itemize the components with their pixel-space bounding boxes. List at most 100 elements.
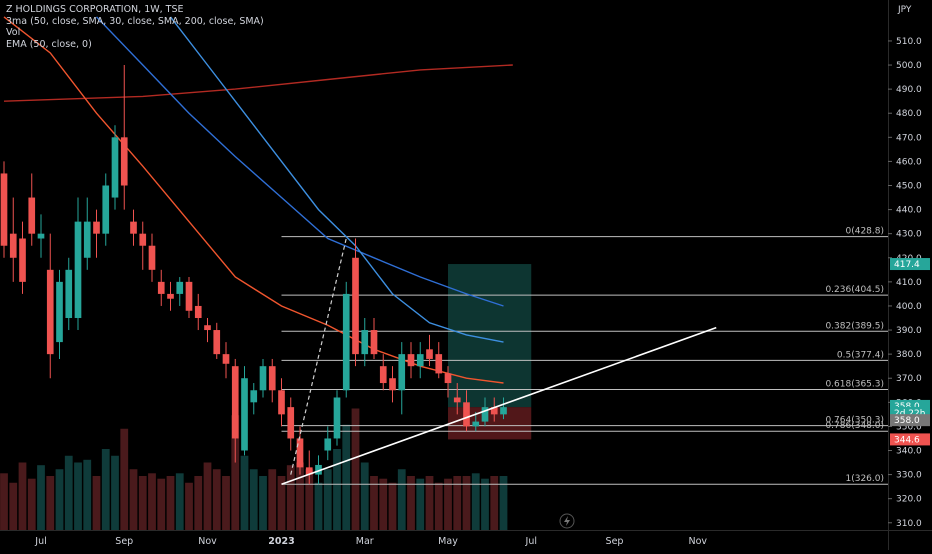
volume-bar (74, 462, 82, 530)
volume-bar (370, 476, 378, 530)
candle-body (37, 233, 45, 239)
legend-ma: 3ma (50, close, SMA, 30, close, SMA, 200… (6, 15, 264, 27)
candle-body (463, 402, 470, 427)
candle-body (74, 221, 82, 318)
candle-body (259, 366, 267, 391)
volume-bar (157, 478, 166, 530)
volume-bar (305, 469, 314, 530)
candle-body (213, 330, 221, 355)
legend-ema: EMA (50, close, 0) (6, 38, 92, 50)
candle-body (19, 238, 26, 282)
y-tick-label: 320.0 (896, 495, 922, 505)
volume-layer (0, 408, 508, 530)
y-tick-label: 470.0 (896, 133, 922, 143)
volume-bar (129, 469, 138, 530)
volume-bar (148, 473, 156, 530)
volume-bar (444, 478, 452, 530)
volume-bar (166, 476, 175, 530)
candle-body (407, 354, 415, 367)
candle-body (148, 245, 156, 270)
fibonacci-layer: 0(428.8) 0.236(404.5) 0.382(389.5) 0.5(377.… (281, 227, 888, 485)
candle-body (490, 407, 498, 415)
candle-body (268, 366, 276, 391)
y-tick-label: 370.0 (896, 374, 922, 384)
candle-body (56, 281, 63, 343)
candle-body (157, 281, 165, 294)
volume-bar (27, 478, 36, 530)
price-label-text: 358.0 (894, 416, 920, 426)
position-zone-layer (448, 264, 532, 440)
y-tick-label: 400.0 (896, 302, 922, 312)
volume-bar (138, 476, 147, 530)
x-tick-label: Sep (606, 536, 624, 547)
volume-bar (55, 469, 64, 530)
volume-bar (175, 473, 184, 530)
target-zone (448, 264, 532, 408)
drawing-layer (281, 238, 717, 485)
y-tick-label: 410.0 (896, 278, 922, 288)
candle-body (398, 354, 406, 391)
candle-body (352, 257, 359, 355)
candle-body (435, 354, 443, 374)
volume-bar (314, 482, 323, 530)
volume-bar (471, 473, 480, 530)
volume-bar (222, 476, 230, 530)
candle-body (287, 407, 295, 439)
candle-body (139, 233, 147, 246)
candle-body (315, 464, 322, 475)
volume-bar (434, 482, 443, 530)
x-tick-label: Jul (34, 536, 46, 547)
fib-anchor-line (290, 238, 347, 475)
volume-bar (185, 482, 193, 530)
candle-body (333, 397, 341, 439)
volume-bar (490, 476, 499, 530)
candle-body (222, 354, 230, 364)
candle-body (305, 467, 313, 475)
currency-label: JPY (897, 5, 912, 15)
candle-body (389, 378, 396, 391)
volume-bar (259, 476, 267, 530)
price-label-box (890, 414, 930, 427)
y-tick-label: 440.0 (896, 206, 922, 216)
candle-body (278, 390, 285, 415)
volume-bar (407, 476, 415, 530)
candle-body (46, 269, 54, 355)
volume-bar (0, 473, 8, 530)
candle-body (93, 221, 100, 234)
volume-bar (481, 478, 489, 530)
y-tick-label: 330.0 (896, 471, 922, 481)
volume-bar (425, 476, 434, 530)
volume-bar (101, 449, 110, 530)
candle-body (426, 349, 433, 359)
volume-bar (360, 462, 369, 530)
candle-body (481, 407, 489, 422)
volume-bar (212, 469, 221, 530)
volume-bar (333, 449, 341, 530)
y-tick-label: 340.0 (896, 447, 922, 457)
candle-body (250, 390, 258, 403)
volume-bar (286, 465, 295, 530)
volume-bar (296, 462, 304, 530)
candle-body (500, 407, 507, 415)
volume-bar (46, 476, 55, 530)
moving-average-layer (3, 16, 513, 384)
sma200-line (3, 64, 513, 102)
candle-body (241, 378, 248, 451)
y-tick-label: 510.0 (896, 37, 922, 47)
x-tick-label: May (438, 536, 458, 547)
candle-body (120, 137, 128, 186)
candle-body (370, 330, 378, 355)
candle-body (296, 438, 304, 468)
candle-body (9, 233, 17, 258)
volume-bar (397, 469, 406, 530)
fib-level-label: 0.5(377.4) (837, 350, 884, 360)
candle-body (416, 354, 424, 367)
volume-bar (323, 469, 332, 530)
candle-body (65, 269, 73, 318)
volume-bar (64, 455, 73, 530)
legend-vol: Vol (6, 27, 21, 38)
volume-bar (462, 476, 471, 530)
